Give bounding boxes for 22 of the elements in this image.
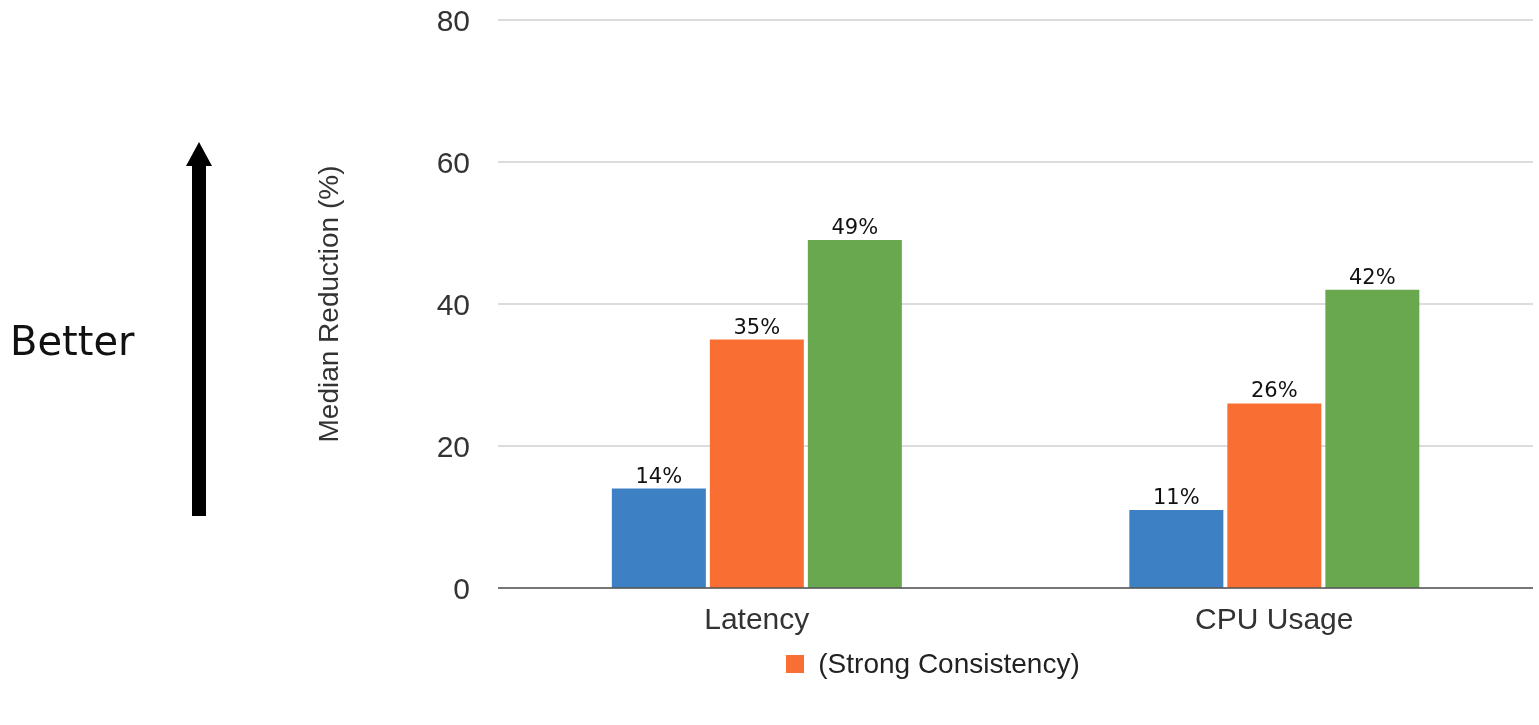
x-tick-label: CPU Usage	[1195, 602, 1354, 636]
legend-label: (Strong Consistency)	[818, 648, 1080, 680]
y-axis-title: Median Reduction (%)	[312, 165, 344, 443]
bar	[1129, 509, 1224, 588]
bar	[807, 240, 902, 588]
y-tick-label: 80	[436, 3, 470, 37]
x-tick-label: Latency	[704, 602, 810, 636]
bar	[611, 488, 706, 588]
data-label: 11%	[1153, 484, 1200, 509]
y-tick-label: 40	[436, 287, 470, 321]
data-label: 35%	[733, 314, 781, 339]
y-tick-label: 20	[436, 429, 470, 463]
data-label: 26%	[1251, 378, 1298, 403]
bar	[1227, 403, 1322, 588]
bar	[1325, 289, 1420, 588]
data-label: 42%	[1349, 264, 1396, 289]
y-tick-label: 0	[453, 571, 470, 605]
data-label: 14%	[635, 463, 683, 488]
bar	[709, 339, 804, 588]
y-tick-label: 60	[436, 145, 470, 179]
data-label: 49%	[831, 215, 879, 240]
text: Better	[10, 318, 135, 364]
